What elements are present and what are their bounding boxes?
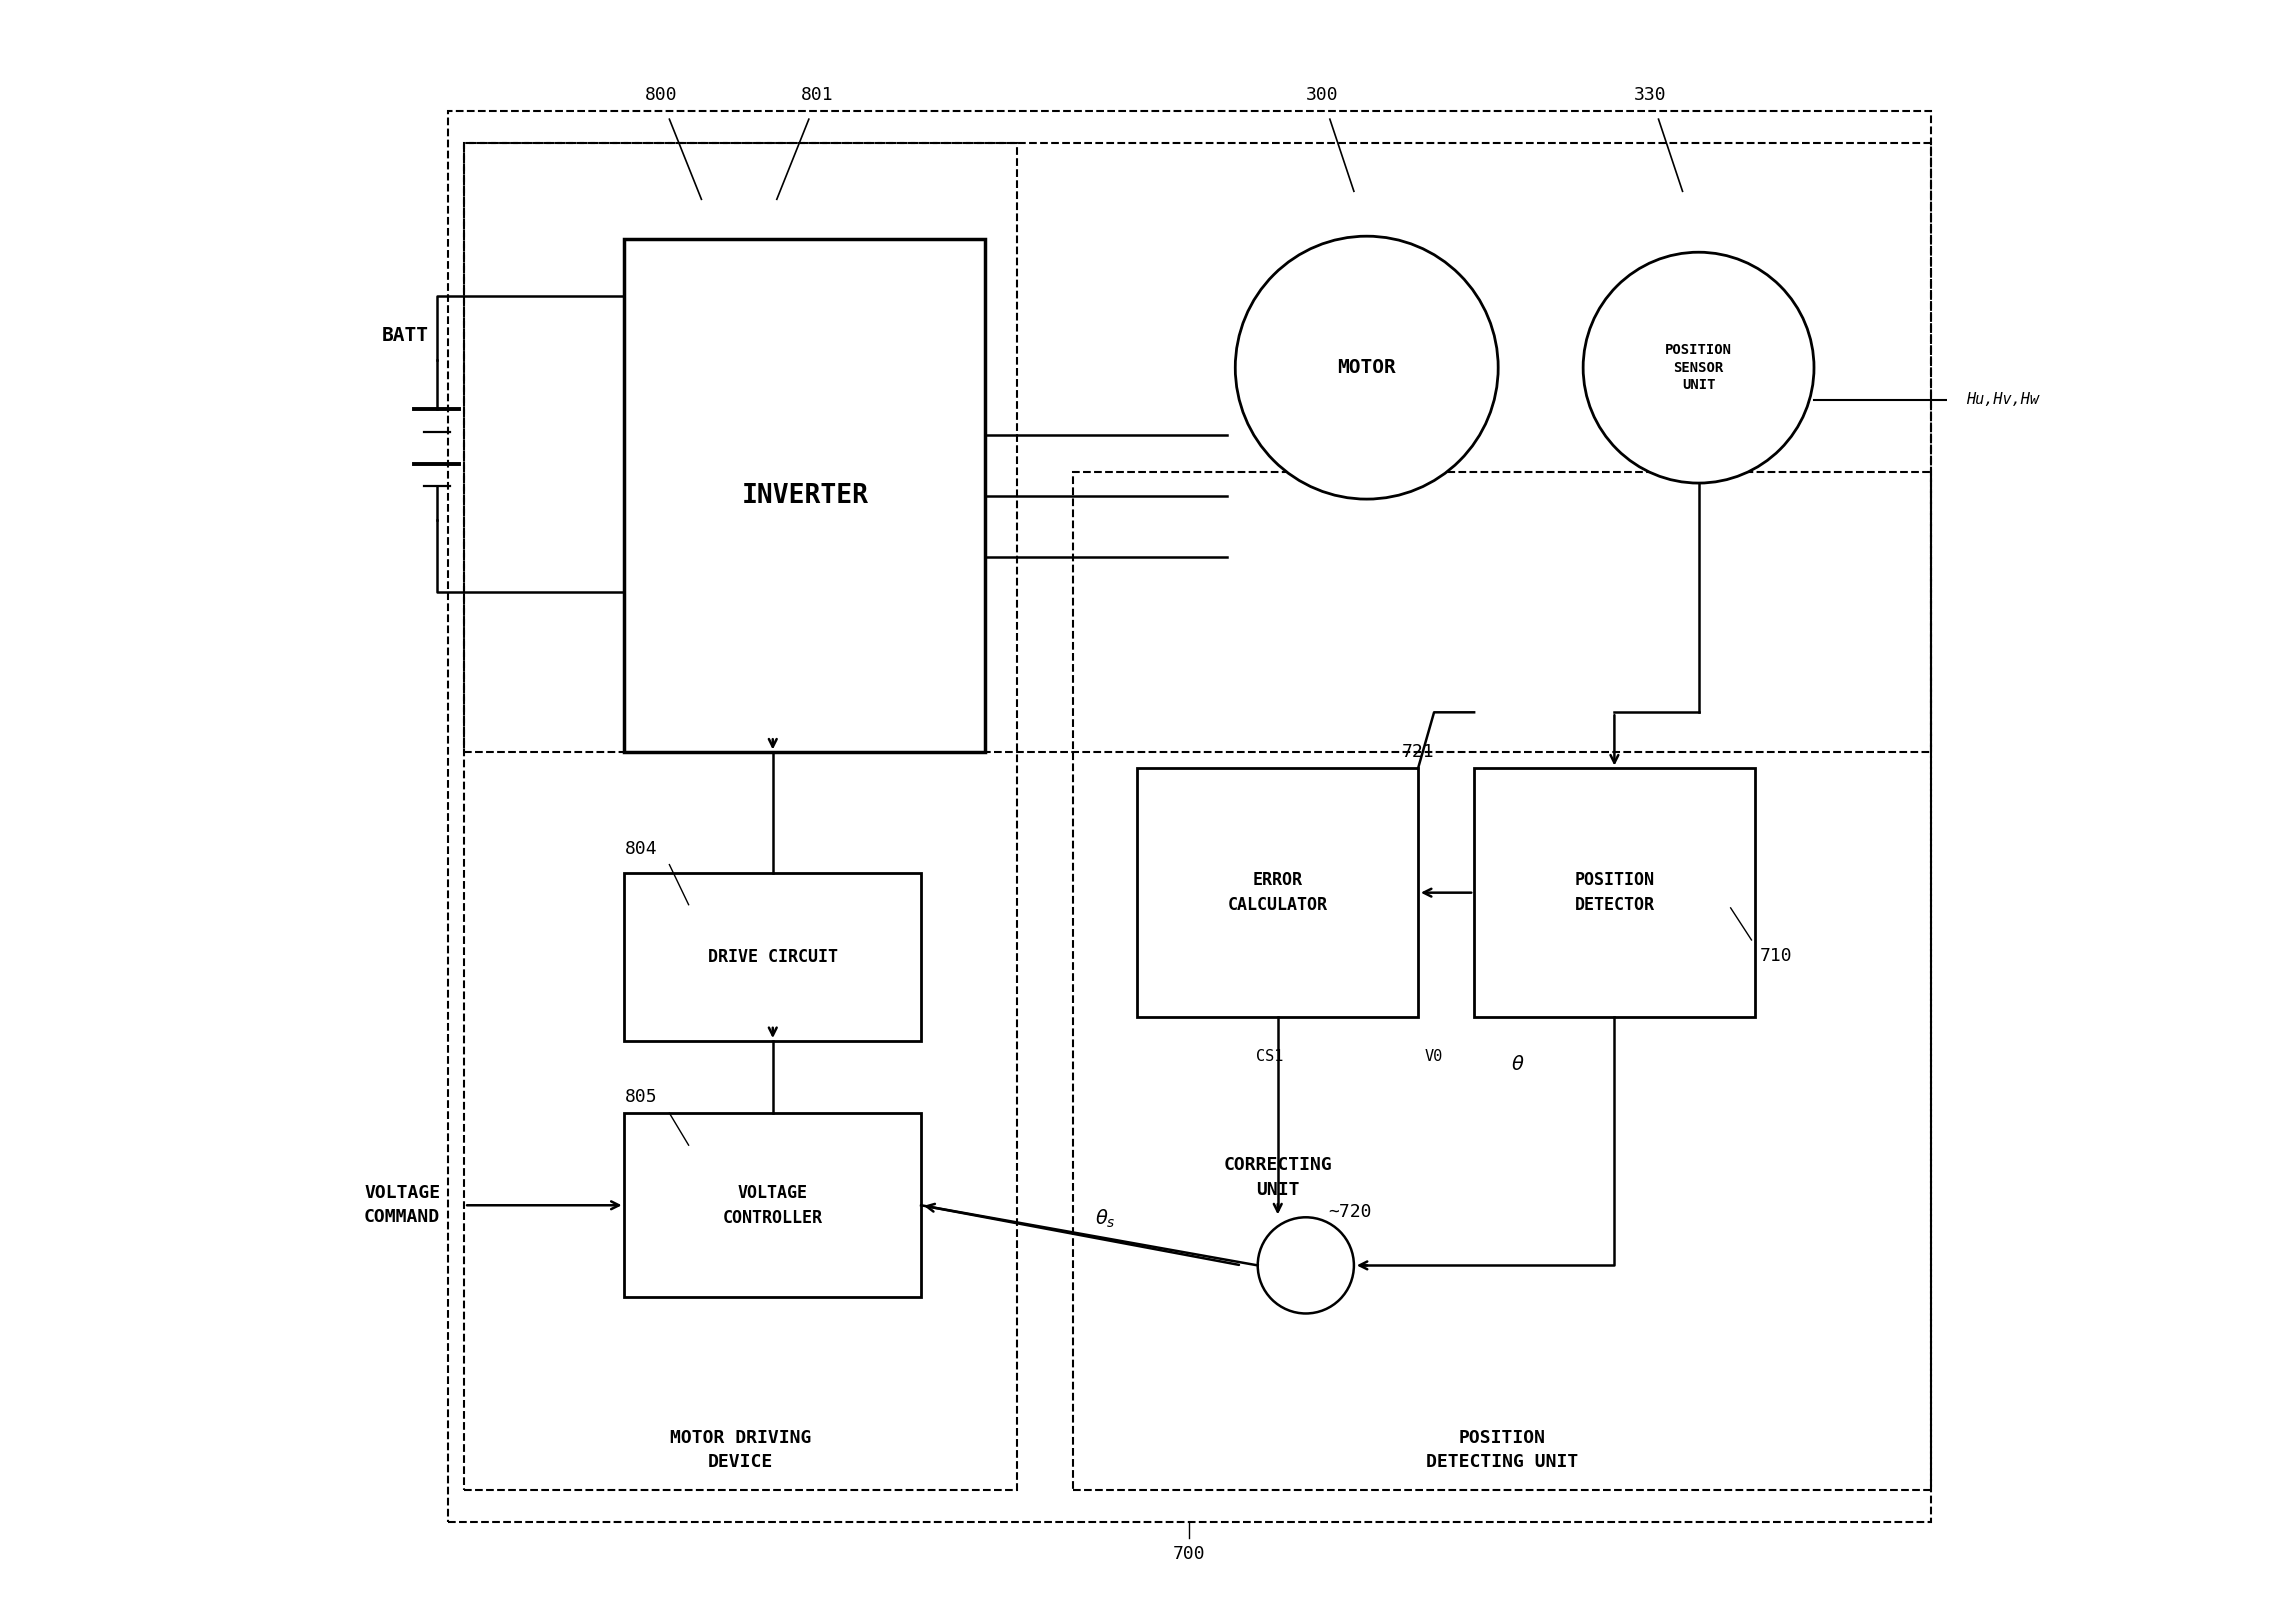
Text: MOTOR DRIVING
DEVICE: MOTOR DRIVING DEVICE bbox=[669, 1429, 811, 1470]
Text: POSITION
SENSOR
UNIT: POSITION SENSOR UNIT bbox=[1666, 343, 1732, 393]
Text: V0: V0 bbox=[1425, 1049, 1443, 1064]
Text: VOLTAGE
COMMAND: VOLTAGE COMMAND bbox=[364, 1185, 440, 1226]
Circle shape bbox=[1235, 236, 1498, 500]
Bar bbox=[625, 873, 921, 1041]
Text: INVERTER: INVERTER bbox=[742, 483, 868, 509]
Bar bbox=[625, 1112, 921, 1297]
Circle shape bbox=[1583, 252, 1814, 483]
Circle shape bbox=[1258, 1218, 1354, 1313]
Bar bbox=[1074, 472, 1931, 1489]
Text: 805: 805 bbox=[625, 1088, 658, 1106]
Text: DRIVE CIRCUIT: DRIVE CIRCUIT bbox=[708, 948, 839, 965]
Text: CORRECTING
UNIT: CORRECTING UNIT bbox=[1223, 1156, 1331, 1198]
Text: 700: 700 bbox=[1173, 1544, 1205, 1564]
Text: 721: 721 bbox=[1402, 744, 1434, 762]
Text: POSITION
DETECTING UNIT: POSITION DETECTING UNIT bbox=[1425, 1429, 1578, 1470]
Text: Hu,Hv,Hw: Hu,Hv,Hw bbox=[1966, 393, 2039, 407]
Text: 804: 804 bbox=[625, 839, 658, 857]
Text: BATT: BATT bbox=[383, 327, 428, 344]
Bar bbox=[449, 112, 1931, 1522]
Bar bbox=[625, 239, 985, 752]
Text: VOLTAGE
CONTROLLER: VOLTAGE CONTROLLER bbox=[722, 1184, 822, 1227]
Text: MOTOR: MOTOR bbox=[1338, 357, 1395, 377]
Bar bbox=[465, 144, 1017, 1489]
Text: $\theta$: $\theta$ bbox=[1512, 1056, 1526, 1075]
Text: 710: 710 bbox=[1759, 948, 1792, 965]
Text: 801: 801 bbox=[800, 86, 834, 103]
Text: 300: 300 bbox=[1306, 86, 1338, 103]
Text: POSITION
DETECTOR: POSITION DETECTOR bbox=[1574, 872, 1654, 914]
Text: 800: 800 bbox=[646, 86, 678, 103]
Text: ~720: ~720 bbox=[1329, 1203, 1372, 1221]
Text: CS1: CS1 bbox=[1255, 1049, 1283, 1064]
Bar bbox=[465, 144, 1931, 752]
Text: 330: 330 bbox=[1633, 86, 1668, 103]
Text: ERROR
CALCULATOR: ERROR CALCULATOR bbox=[1228, 872, 1329, 914]
Bar bbox=[1139, 768, 1418, 1017]
Bar bbox=[1473, 768, 1755, 1017]
Text: $\theta_s$: $\theta_s$ bbox=[1095, 1208, 1116, 1231]
